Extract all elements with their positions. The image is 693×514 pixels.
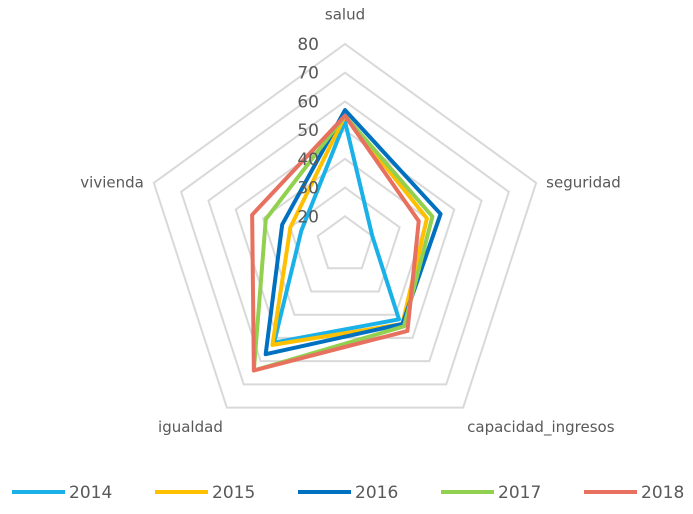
series-line [272,119,402,345]
legend-label: 2017 [498,483,541,503]
grid-ring [316,215,374,270]
grid-ring [179,71,511,386]
r-tick-label: 30 [297,179,319,199]
grid-ring [152,42,538,409]
r-tick-label: 50 [297,121,319,141]
legend-label: 2016 [355,483,398,503]
category-label: vivienda [80,173,144,191]
r-tick-label: 80 [297,35,319,55]
series-line [250,113,421,373]
r-tick-label: 20 [297,207,319,227]
series-line [270,113,429,347]
grid-ring [289,186,401,293]
legend-label: 2018 [641,483,684,503]
series-line [251,113,435,373]
legend-label: 2015 [212,483,255,503]
category-label: igualdad [158,418,223,436]
legend-label: 2014 [69,483,112,503]
series-line [263,108,443,357]
category-label: capacidad_ingresos [467,418,615,437]
category-label: salud [325,6,365,24]
grid-ring [207,100,483,363]
r-tick-label: 40 [297,150,319,170]
r-tick-label: 70 [297,64,319,84]
category-label: seguridad [546,173,621,191]
grid-ring [261,157,429,316]
r-tick-label: 60 [297,92,319,112]
